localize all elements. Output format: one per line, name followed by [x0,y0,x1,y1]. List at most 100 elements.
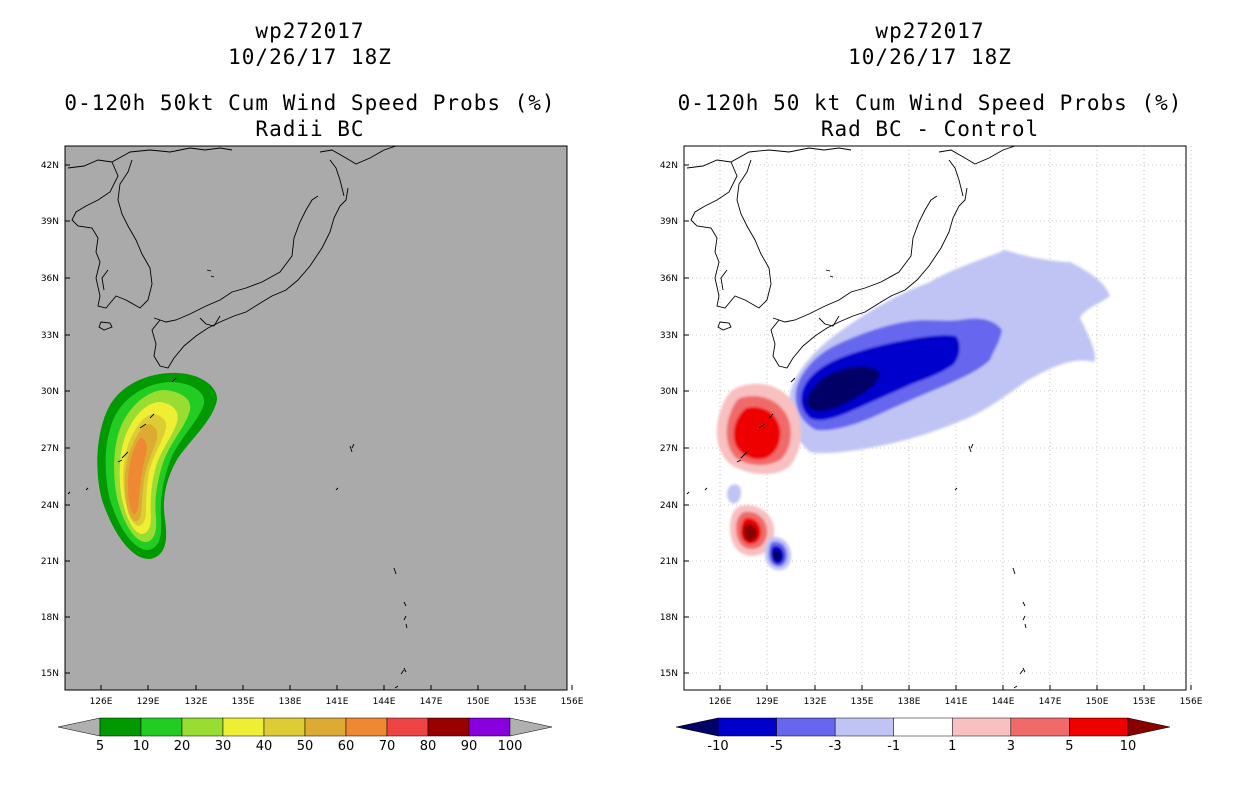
left-colorbar-label: 10 [133,739,150,754]
right-lat-label: 33N [660,331,678,341]
left-lon-label: 132E [185,697,208,707]
left-title: wp272017 10/26/17 18Z 0-120h 50kt Cum Wi… [10,18,610,142]
right-negative-blob-south-core [773,549,781,562]
right-map-frame [683,145,1187,691]
right-colorbar-swatch [1010,717,1070,737]
right-lat-label: 27N [660,444,678,454]
right-lon-label: 156E [1180,697,1203,707]
right-difference-field [716,250,1110,571]
left-lat-label: 30N [41,387,59,397]
left-colorbar-swatch [304,717,347,737]
left-colorbar: 5 10 20 30 40 50 60 70 80 90 100 [57,717,553,754]
left-colorbar-swatch [263,717,306,737]
left-colorbar-label: 50 [297,739,314,754]
left-axis-ticks: 42N 39N 36N 33N 30N 27N 24N 21N 18N 15N 126E 129E 13… [41,161,584,707]
left-lat-label: 33N [41,331,59,341]
left-probability-field [97,372,218,560]
right-title-line-2: 10/26/17 18Z [848,45,1012,69]
right-colorbar-label: -1 [887,739,900,754]
right-small-negative-blob [727,484,742,504]
right-title: wp272017 10/26/17 18Z 0-120h 50 kt Cum W… [630,18,1230,142]
left-lat-label: 24N [41,501,59,511]
left-lon-label: 141E [326,697,349,707]
left-lat-label: 42N [41,161,59,171]
right-lon-label: 135E [851,697,874,707]
right-colorbar-label: -3 [829,739,842,754]
left-colorbar-label: 80 [420,739,437,754]
left-colorbar-label: 90 [461,739,478,754]
right-lon-label: 126E [709,697,732,707]
left-lat-label: 21N [41,557,59,567]
left-colorbar-under-arrow [57,717,101,737]
left-colorbar-swatch [181,717,224,737]
right-lon-label: 144E [992,697,1015,707]
left-lon-label: 147E [420,697,443,707]
left-lat-label: 39N [41,217,59,227]
left-colorbar-swatch [99,717,142,737]
left-title-line-2: 10/26/17 18Z [228,45,392,69]
right-positive-contour-5 [733,406,781,460]
right-lon-label: 141E [945,697,968,707]
left-colorbar-label: 40 [256,739,273,754]
right-lat-label: 42N [660,161,678,171]
right-lon-label: 129E [756,697,779,707]
right-title-line-4: Rad BC - Control [820,117,1040,141]
left-lat-label: 27N [41,444,59,454]
left-title-line-4: Radii BC [255,117,365,141]
left-lat-label: 18N [41,613,59,623]
right-colorbar-swatch [1069,717,1129,737]
left-lat-label: 36N [41,274,59,284]
left-lon-label: 153E [514,697,537,707]
right-positive-blob-south-core [743,523,757,542]
left-lon-label: 156E [561,697,584,707]
right-colorbar-swatch [952,717,1012,737]
right-colorbar-swatch [834,717,894,737]
right-negative-contour-10 [806,366,880,412]
left-colorbar-label: 5 [96,739,104,754]
left-coastlines [67,146,408,689]
left-lon-label: 126E [90,697,113,707]
left-lon-label: 129E [137,697,160,707]
right-title-line-3: 0-120h 50 kt Cum Wind Speed Probs (%) [677,91,1183,115]
left-colorbar-swatch [345,717,388,737]
right-colorbar-over-arrow [1127,717,1171,737]
left-colorbar-label: 60 [338,739,355,754]
right-title-line-1: wp272017 [875,19,985,43]
left-lon-label: 135E [232,697,255,707]
left-map-panel: 42N 39N 36N 33N 30N 27N 24N 21N 18N 15N 126E 129E 13… [41,145,584,707]
right-lat-label: 24N [660,501,678,511]
left-contour-60 [128,437,147,514]
right-lon-label: 132E [804,697,827,707]
left-colorbar-swatch [386,717,429,737]
right-colorbar-under-arrow [675,717,719,737]
left-colorbar-label: 20 [174,739,191,754]
right-colorbar-label: 10 [1120,739,1137,754]
right-lat-label: 21N [660,557,678,567]
right-colorbar-swatch [776,717,836,737]
left-map-frame [64,145,568,691]
right-colorbar-label: 3 [1007,739,1015,754]
right-lon-label: 138E [898,697,921,707]
left-lon-label: 138E [279,697,302,707]
right-lat-label: 36N [660,274,678,284]
right-lon-label: 147E [1039,697,1062,707]
left-colorbar-label: 100 [498,739,523,754]
right-axis-ticks: 42N 39N 36N 33N 30N 27N 24N 21N 18N 15N 126E 129E 13… [660,161,1203,707]
left-colorbar-swatch [222,717,265,737]
left-colorbar-swatch [427,717,470,737]
right-colorbar-label: -10 [707,739,728,754]
right-lat-label: 30N [660,387,678,397]
right-lat-label: 18N [660,613,678,623]
right-lat-label: 15N [660,669,678,679]
right-colorbar-label: 5 [1065,739,1073,754]
right-lon-label: 150E [1086,697,1109,707]
left-colorbar-label: 30 [215,739,232,754]
left-lon-label: 144E [373,697,396,707]
right-colorbar-swatch [893,717,953,737]
left-title-line-3: 0-120h 50kt Cum Wind Speed Probs (%) [64,91,556,115]
right-colorbar-label: -5 [770,739,783,754]
right-colorbar-swatch [717,717,777,737]
right-colorbar-label: 1 [948,739,956,754]
left-colorbar-swatch [140,717,183,737]
